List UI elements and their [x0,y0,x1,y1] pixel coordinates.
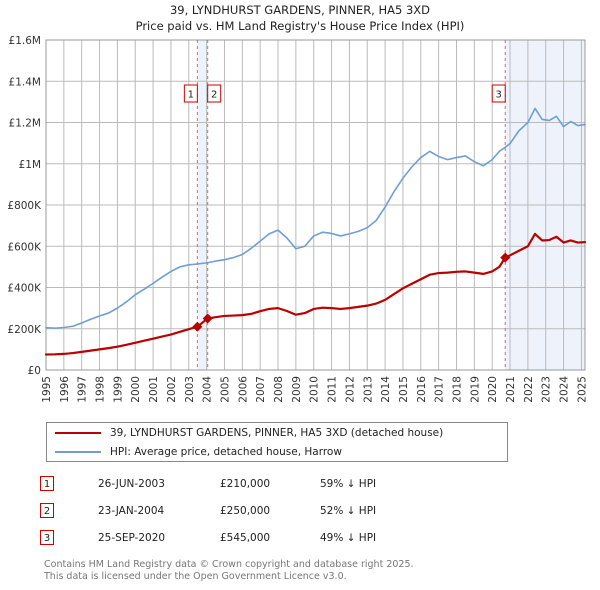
footer-line-copyright: Contains HM Land Registry data © Crown c… [44,559,414,570]
transaction-index-badge: 1 [40,476,54,491]
x-axis-tick-label: 2001 [148,376,160,403]
plot-area: £0 £200K £400K £600K £800K £1M £1.2M £1.4M £1.6M… [7,35,588,403]
x-axis-tick-label: 1996 [59,376,71,403]
chart-footer: Contains HM Land Registry data © Crown c… [44,559,564,583]
series-line-hpi [45,107,586,329]
transaction-marker-point [500,252,511,263]
transaction-hpi-delta: 59% ↓ HPI [320,477,377,490]
x-axis-tick-label: 1997 [77,376,89,403]
y-axis-tick-label: £800K [7,200,42,212]
transaction-marker-badge: 3 [491,84,506,103]
y-axis-tick-label: £600K [7,241,42,253]
transaction-date: 25-SEP-2020 [98,531,166,544]
footer-line-licence: This data is licensed under the Open Gov… [44,571,347,582]
chart-legend: 39, LYNDHURST GARDENS, PINNER, HA5 3XD (… [46,422,508,462]
legend-entry-property: 39, LYNDHURST GARDENS, PINNER, HA5 3XD (… [47,423,507,442]
x-axis-tick-label: 2012 [344,376,356,403]
x-axis-tick-label: 2009 [291,376,303,403]
transaction-price: £250,000 [220,504,271,517]
transaction-marker-point [202,313,213,324]
x-axis-tick-label: 2019 [469,376,481,403]
marker-badge-label: 3 [496,90,502,101]
plot-frame [45,39,586,371]
chart-title: 39, LYNDHURST GARDENS, PINNER, HA5 3XD P… [0,2,600,34]
x-axis-tick-label: 2006 [237,376,249,403]
transaction-index-badge: 2 [40,503,54,518]
x-axis-tick-label: 2024 [559,376,571,403]
x-axis-tick-label: 2014 [380,376,392,403]
marker-badge-box [183,84,198,103]
x-axis-tick-label: 2017 [434,376,446,403]
x-axis-tick-label: 2013 [362,376,374,403]
x-axis-tick-label: 2002 [166,376,178,403]
series-line-property [44,232,587,356]
transaction-marker-badge: 1 [183,84,198,103]
x-axis-tick-label: 2000 [130,376,142,403]
table-row: 1 26-JUN-2003 £210,000 59% ↓ HPI [40,470,460,497]
transaction-price: £210,000 [220,477,271,490]
marker-badge-label: 2 [211,90,217,101]
transaction-date: 26-JUN-2003 [98,477,165,490]
x-axis-tick-label: 2015 [398,376,410,403]
transaction-hpi-delta: 49% ↓ HPI [320,531,377,544]
transaction-price: £545,000 [220,531,271,544]
chart-title-line1: 39, LYNDHURST GARDENS, PINNER, HA5 3XD [169,3,431,17]
y-axis-tick-label: £1.2M [9,118,41,130]
x-axis-tick-label: 1999 [112,376,124,403]
table-row: 3 25-SEP-2020 £545,000 49% ↓ HPI [40,524,460,551]
y-axis-tick-label: £1M [19,159,41,171]
transaction-hpi-delta: 52% ↓ HPI [320,504,377,517]
x-axis-tick-label: 1995 [41,376,53,403]
x-axis-tick-label: 1998 [95,376,107,403]
transactions-table: 1 26-JUN-2003 £210,000 59% ↓ HPI 2 23-JA… [40,470,460,551]
x-axis-tick-label: 2004 [202,376,214,403]
y-axis-tick-label: £1.6M [9,35,41,47]
x-axis-tick-label: 2022 [523,376,535,403]
x-axis-tick-label: 2023 [541,376,553,403]
y-axis-tick-label: £200K [7,324,42,336]
legend-entry-hpi: HPI: Average price, detached house, Harr… [47,442,507,461]
transaction-marker-badge: 2 [207,84,222,103]
legend-swatch-property [55,431,101,434]
marker-badge-box [207,84,222,103]
marker-badge-label: 1 [188,90,194,101]
chart-title-line2: Price paid vs. HM Land Registry's House … [135,19,465,33]
x-axis-tick-label: 2020 [487,376,499,403]
y-axis-tick-label: £400K [7,283,42,295]
table-row: 2 23-JAN-2004 £250,000 52% ↓ HPI [40,497,460,524]
transaction-index-badge: 3 [40,530,54,545]
y-axis-tick-label: £1.4M [9,76,41,88]
transaction-marker-point [192,321,203,332]
y-axis-tick-label: £0 [28,365,41,377]
x-axis-tick-label: 2008 [273,376,285,403]
x-axis-tick-label: 2025 [576,376,588,403]
legend-swatch-hpi [55,450,101,453]
marker-badge-box [491,84,506,103]
x-axis-tick-label: 2016 [416,376,428,403]
legend-label-property: 39, LYNDHURST GARDENS, PINNER, HA5 3XD (… [110,426,444,439]
x-axis-tick-label: 2021 [505,376,517,403]
x-axis-tick-label: 2005 [219,376,231,403]
transaction-date: 23-JAN-2004 [98,504,165,517]
x-axis-tick-label: 2011 [327,376,339,403]
legend-label-hpi: HPI: Average price, detached house, Harr… [110,445,342,458]
x-axis-tick-label: 2010 [309,376,321,403]
x-axis-tick-label: 2007 [255,376,267,403]
x-axis-tick-label: 2018 [451,376,463,403]
x-axis-tick-label: 2003 [184,376,196,403]
